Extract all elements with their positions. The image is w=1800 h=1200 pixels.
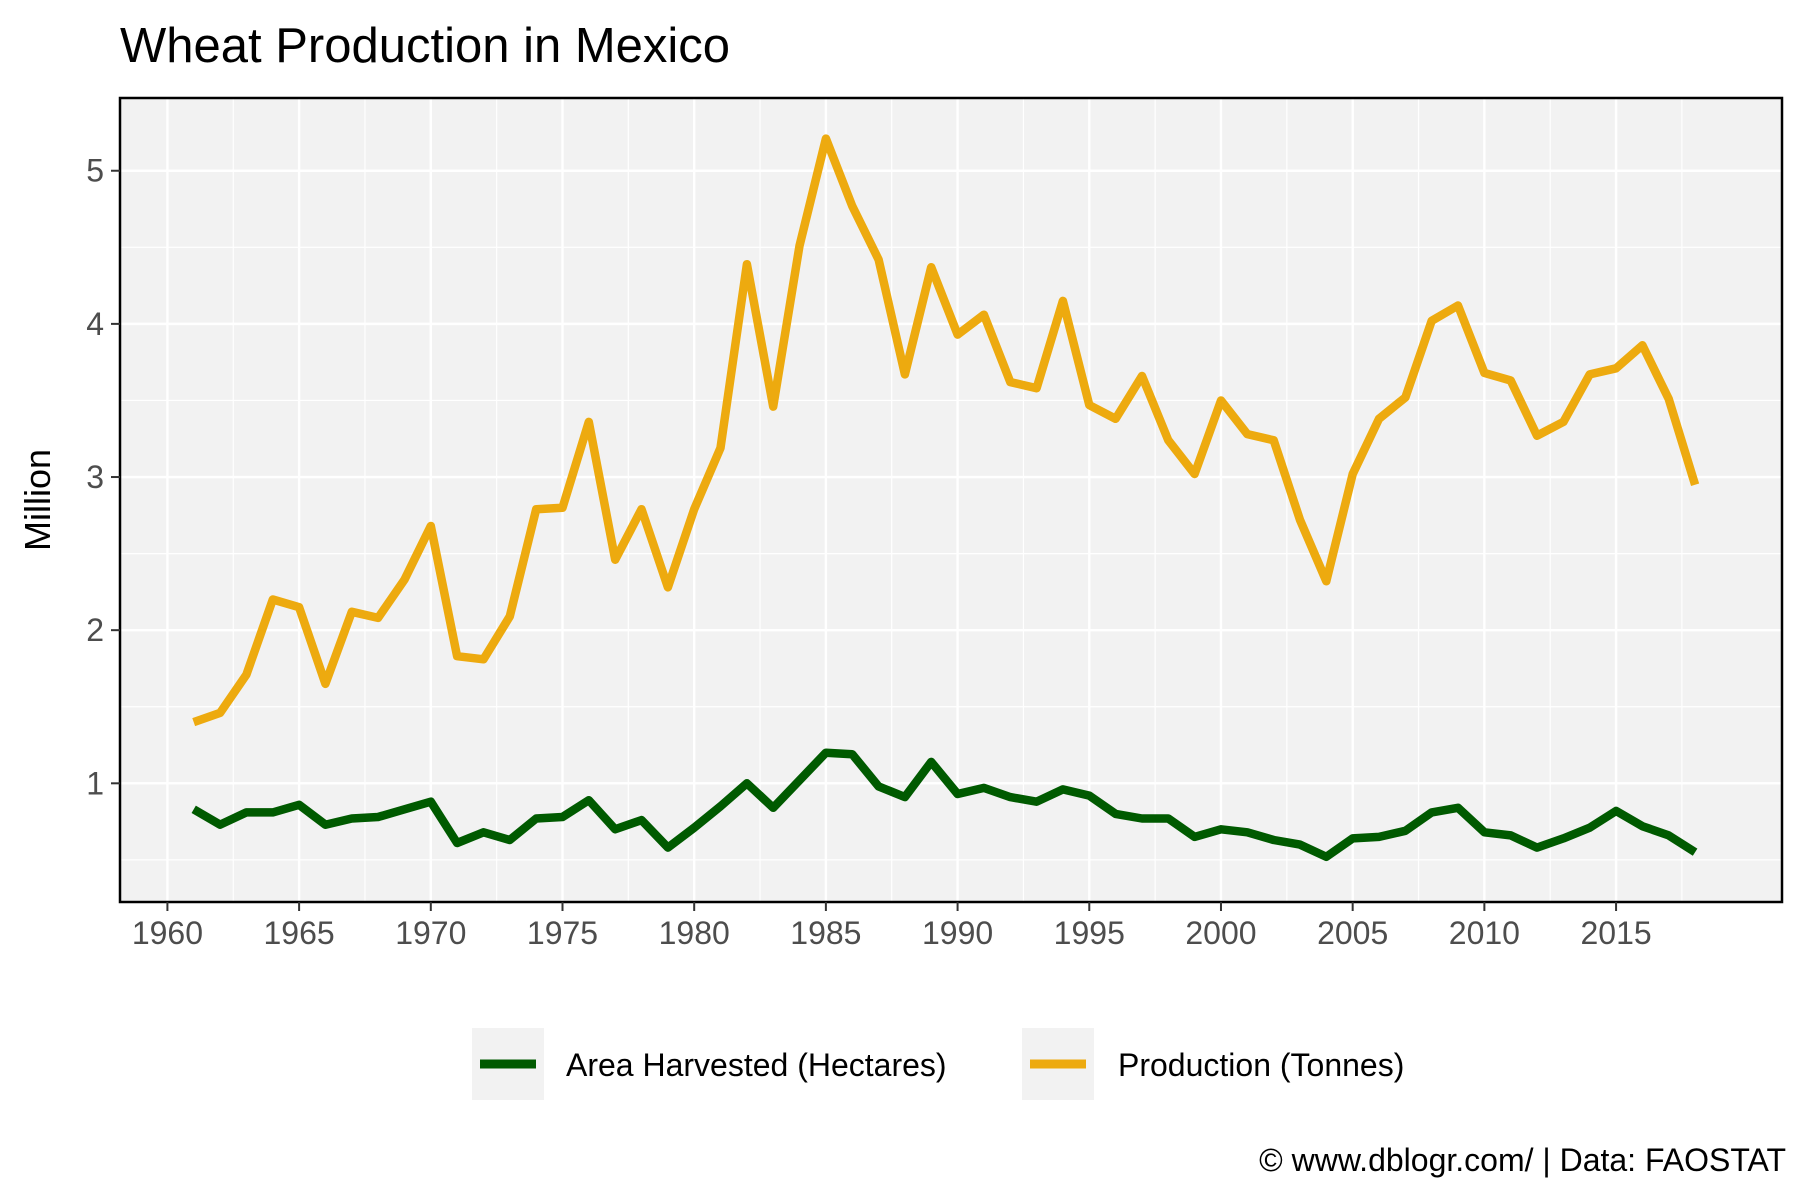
- x-tick-label: 1960: [132, 915, 203, 951]
- legend: Area Harvested (Hectares) Production (Ton…: [472, 1028, 1404, 1100]
- x-tick-label: 1990: [922, 915, 993, 951]
- x-tick-label: 2015: [1580, 915, 1651, 951]
- y-tick-label: 4: [86, 306, 104, 342]
- x-tick-label: 1980: [659, 915, 730, 951]
- source-credit: © www.dblogr.com/ | Data: FAOSTAT: [1259, 1142, 1786, 1178]
- y-tick-label: 3: [86, 459, 104, 495]
- x-axis: 1960 1965 1970 1975 1980 1985 1990 1995 2000 2005…: [132, 902, 1652, 951]
- major-gridlines: [120, 98, 1782, 902]
- series-line-production: [192, 134, 1700, 727]
- x-tick-label: 1965: [264, 915, 335, 951]
- legend-label: Area Harvested (Hectares): [566, 1047, 947, 1083]
- legend-label: Production (Tonnes): [1118, 1047, 1404, 1083]
- legend-item-area-harvested: Area Harvested (Hectares): [472, 1028, 947, 1100]
- y-tick-label: 5: [86, 153, 104, 189]
- legend-item-production: Production (Tonnes): [1022, 1028, 1404, 1100]
- x-tick-label: 1970: [395, 915, 466, 951]
- y-tick-label: 2: [86, 612, 104, 648]
- y-tick-label: 1: [86, 765, 104, 801]
- chart-title: Wheat Production in Mexico: [120, 19, 731, 73]
- x-tick-label: 2010: [1449, 915, 1520, 951]
- y-axis: 1 2 3 4 5: [86, 153, 120, 801]
- x-tick-label: 1995: [1054, 915, 1125, 951]
- y-axis-title: Million: [17, 449, 58, 551]
- x-tick-label: 1975: [527, 915, 598, 951]
- plot-panel: [120, 98, 1782, 902]
- series-line-area-harvested: [191, 748, 1698, 862]
- x-tick-label: 2000: [1185, 915, 1256, 951]
- minor-gridlines: [120, 98, 1782, 902]
- plot-border: [118, 96, 1784, 904]
- x-tick-label: 2005: [1317, 915, 1388, 951]
- x-tick-label: 1985: [790, 915, 861, 951]
- series-lines: [191, 134, 1700, 862]
